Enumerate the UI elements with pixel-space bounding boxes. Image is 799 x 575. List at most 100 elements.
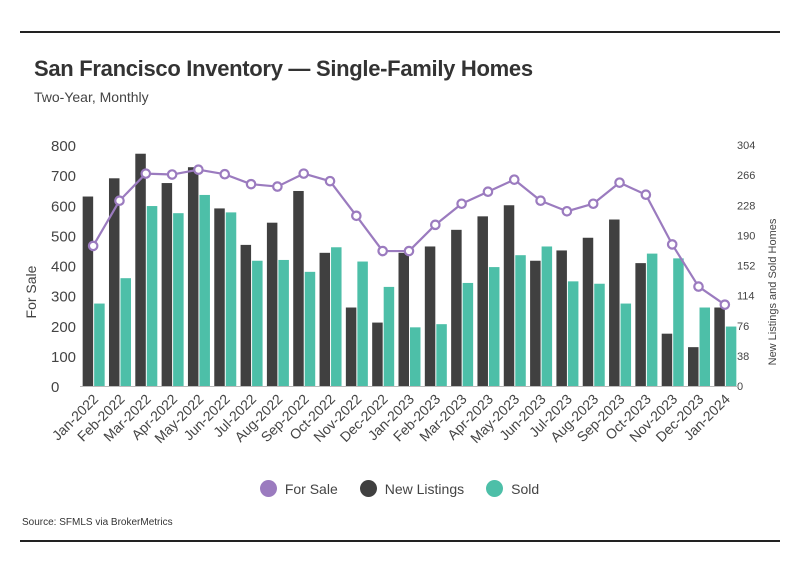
bar-sold	[146, 206, 158, 386]
point-for-sale	[351, 210, 362, 222]
bar-sold	[594, 283, 605, 386]
y-tick-label-right: 38	[737, 351, 749, 363]
bar-sold	[331, 247, 342, 386]
point-for-sale	[377, 245, 388, 257]
point-for-sale	[640, 189, 652, 201]
bar-new-listings	[688, 347, 699, 386]
bar-sold	[278, 259, 289, 386]
y-tick-label-left: 600	[51, 198, 76, 215]
bar-sold	[646, 253, 658, 386]
bar-sold	[673, 258, 684, 386]
bar-sold	[199, 194, 210, 386]
legend: For Sale New Listings Sold	[0, 480, 799, 497]
bar-new-listings	[319, 252, 331, 386]
bar-sold	[488, 267, 500, 386]
point-for-sale	[298, 168, 310, 179]
y-axis-title-left: For Sale	[23, 265, 39, 318]
y-tick-label-right: 228	[737, 200, 755, 212]
point-for-sale	[535, 195, 546, 207]
y-tick-label-right: 76	[737, 321, 749, 333]
y-tick-label-right: 266	[737, 170, 755, 182]
legend-item-for-sale: For Sale	[259, 480, 338, 497]
y-axis-title-right: New Listings and Sold Homes	[767, 218, 779, 365]
point-for-sale	[666, 239, 678, 250]
bar-sold	[173, 213, 184, 386]
point-for-sale	[324, 175, 336, 187]
point-for-sale	[508, 174, 520, 185]
y-tick-label-left: 800	[51, 138, 76, 155]
point-for-sale	[114, 195, 125, 207]
bar-new-listings	[424, 246, 436, 386]
point-for-sale	[140, 168, 152, 179]
point-for-sale	[87, 240, 99, 252]
legend-swatch-new-listings	[359, 480, 377, 497]
chart-subtitle: Two-Year, Monthly	[34, 89, 149, 105]
bar-sold	[436, 324, 447, 386]
y-tick-label-left: 200	[51, 319, 76, 336]
y-tick-label-left: 500	[51, 228, 76, 245]
y-tick-label-left: 0	[51, 379, 59, 396]
bar-new-listings	[582, 237, 594, 386]
bar-new-listings	[214, 208, 225, 386]
y-tick-label-left: 100	[51, 349, 76, 366]
y-tick-label-right: 114	[737, 291, 755, 303]
bar-new-listings	[82, 196, 94, 386]
y-tick-label-right: 0	[737, 381, 743, 393]
legend-label-sold: Sold	[511, 480, 540, 497]
bar-new-listings	[108, 178, 120, 386]
point-for-sale	[587, 198, 599, 210]
point-for-sale	[245, 178, 257, 190]
y-tick-label-left: 400	[51, 259, 76, 276]
bar-new-listings	[372, 322, 383, 386]
bar-new-listings	[530, 260, 541, 386]
point-for-sale	[272, 181, 283, 192]
point-for-sale	[166, 169, 178, 180]
legend-label-for-sale: For Sale	[284, 480, 338, 497]
legend-item-new-listings: New Listings	[359, 480, 464, 497]
y-tick-label-right: 190	[737, 230, 755, 242]
point-for-sale	[561, 205, 573, 217]
y-tick-label-right: 152	[737, 261, 755, 273]
point-for-sale	[693, 281, 704, 292]
bar-sold	[94, 303, 105, 386]
legend-swatch-sold	[486, 480, 504, 497]
bar-sold	[357, 261, 368, 386]
point-for-sale	[482, 186, 494, 197]
bar-new-listings	[135, 153, 146, 386]
bar-sold	[541, 246, 553, 386]
bar-new-listings	[661, 333, 673, 386]
legend-swatch-for-sale	[259, 480, 277, 497]
bar-sold	[120, 278, 131, 386]
bar-new-listings	[240, 244, 252, 386]
bar-sold	[252, 260, 263, 386]
bar-new-listings	[556, 250, 567, 386]
y-tick-label-right: 304	[737, 140, 755, 152]
bar-new-listings	[477, 216, 488, 386]
y-tick-label-left: 700	[51, 168, 76, 185]
bar-sold	[620, 303, 632, 386]
top-rule	[20, 31, 780, 33]
point-for-sale	[219, 168, 231, 180]
chart-title: San Francisco Inventory — Single-Family …	[34, 56, 533, 81]
bar-new-listings	[451, 229, 462, 386]
bar-new-listings	[345, 307, 357, 386]
bar-sold	[304, 271, 316, 386]
point-for-sale	[456, 198, 467, 210]
bar-sold	[515, 255, 526, 386]
bottom-rule	[20, 540, 780, 542]
bar-sold	[462, 282, 474, 386]
bar-sold	[699, 307, 711, 386]
source-note: Source: SFMLS via BrokerMetrics	[22, 517, 173, 528]
bar-sold	[383, 286, 395, 386]
line-for-sale	[92, 168, 726, 306]
y-tick-label-left: 300	[51, 289, 76, 306]
legend-item-sold: Sold	[486, 480, 539, 497]
bar-new-listings	[609, 219, 620, 386]
bar-new-listings	[187, 167, 199, 386]
bar-sold	[567, 281, 579, 386]
bar-new-listings	[398, 252, 409, 386]
point-for-sale	[614, 177, 625, 188]
point-for-sale	[430, 219, 441, 231]
bar-new-listings	[293, 190, 304, 386]
